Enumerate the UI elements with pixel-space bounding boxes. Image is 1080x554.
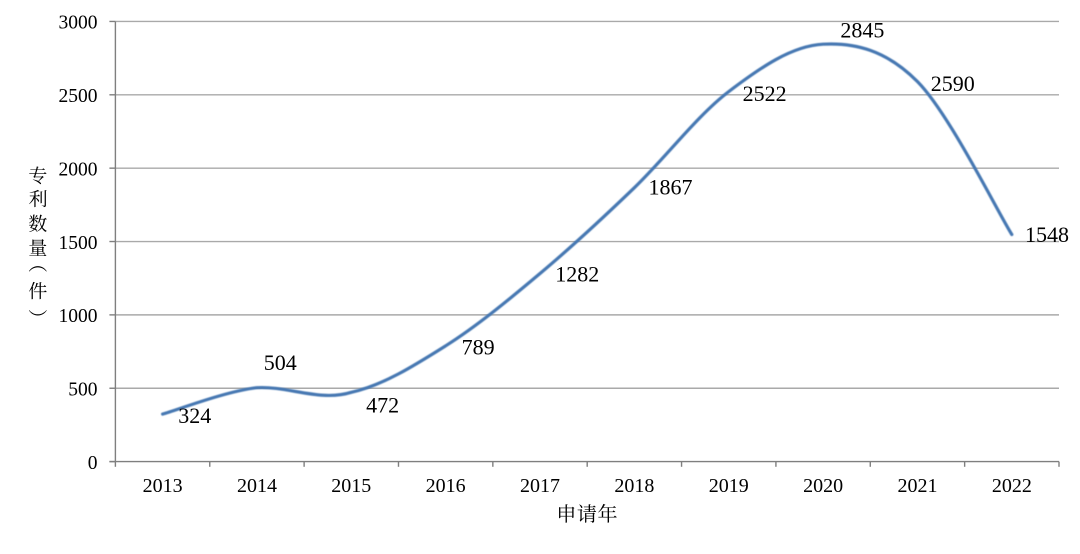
svg-text:2590: 2590: [931, 71, 975, 96]
svg-text:2015: 2015: [331, 475, 371, 497]
svg-text:2018: 2018: [614, 475, 654, 497]
svg-text:472: 472: [366, 392, 399, 417]
svg-text:324: 324: [178, 403, 211, 428]
svg-text:1867: 1867: [649, 175, 693, 200]
svg-text:2013: 2013: [143, 475, 183, 497]
svg-text:789: 789: [462, 335, 495, 360]
svg-text:1282: 1282: [555, 261, 599, 286]
svg-text:1500: 1500: [59, 233, 98, 254]
svg-text:2019: 2019: [709, 475, 749, 497]
svg-text:500: 500: [68, 379, 97, 400]
svg-text:2016: 2016: [426, 475, 466, 497]
svg-text:1548: 1548: [1025, 222, 1069, 247]
svg-text:2845: 2845: [840, 17, 884, 42]
svg-text:1000: 1000: [59, 306, 98, 327]
svg-text:2000: 2000: [59, 159, 98, 180]
svg-text:504: 504: [264, 350, 297, 375]
svg-text:2020: 2020: [803, 475, 843, 497]
svg-text:0: 0: [88, 453, 98, 474]
svg-text:2014: 2014: [237, 475, 277, 497]
svg-text:2017: 2017: [520, 475, 560, 497]
svg-text:2022: 2022: [992, 475, 1032, 497]
svg-text:2500: 2500: [59, 86, 98, 107]
svg-text:2021: 2021: [897, 475, 937, 497]
svg-text:2522: 2522: [743, 81, 787, 106]
svg-text:3000: 3000: [59, 13, 98, 34]
